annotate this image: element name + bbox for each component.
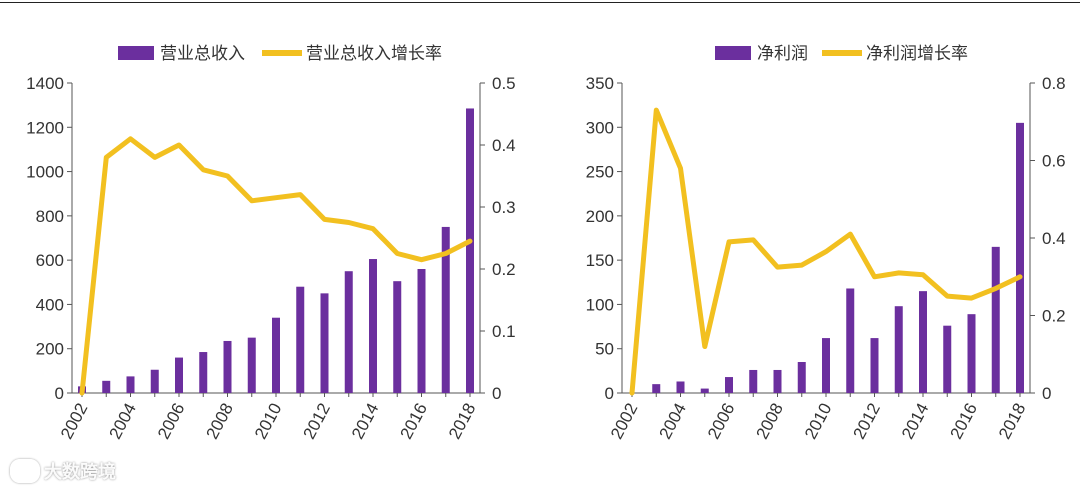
bar xyxy=(369,259,377,393)
bar xyxy=(870,338,879,393)
legend-label-line: 营业总收入增长率 xyxy=(306,44,442,64)
bar xyxy=(967,314,976,393)
y-left-tick-label: 200 xyxy=(586,207,614,226)
y-right-tick-label: 0.2 xyxy=(492,260,516,279)
bar xyxy=(223,340,232,393)
y-left-tick-label: 1200 xyxy=(26,118,64,137)
y-left-tick-label: 800 xyxy=(36,207,64,226)
legend-swatch-bar xyxy=(715,46,751,60)
bar xyxy=(919,291,927,393)
bar xyxy=(466,108,474,393)
bar xyxy=(676,381,685,393)
y-right-tick-label: 0.1 xyxy=(492,322,516,341)
y-right-tick-label: 0 xyxy=(1042,384,1051,403)
y-right-tick-label: 0.2 xyxy=(1042,307,1066,326)
bar xyxy=(846,288,855,393)
y-left-tick-label: 150 xyxy=(586,251,614,270)
bar xyxy=(320,293,329,393)
bar xyxy=(272,317,280,393)
x-tick-label: 2002 xyxy=(607,400,642,442)
legend-swatch-bar xyxy=(118,46,154,60)
bar xyxy=(393,281,402,393)
bar xyxy=(102,380,111,393)
bar xyxy=(344,271,353,393)
y-right-tick-label: 0 xyxy=(492,384,501,403)
bar xyxy=(175,357,183,393)
bar xyxy=(150,369,159,393)
y-left-tick-label: 100 xyxy=(586,295,614,314)
y-left-tick-label: 300 xyxy=(586,118,614,137)
bar xyxy=(797,362,806,393)
bar xyxy=(441,226,450,393)
legend-label-line: 净利润增长率 xyxy=(866,44,968,64)
legend-label-bar: 营业总收入 xyxy=(160,44,245,64)
x-tick-label: 2018 xyxy=(995,400,1030,442)
legend-label-bar: 净利润 xyxy=(757,44,808,64)
watermark-text: 大数跨境 xyxy=(44,462,116,483)
x-tick-label: 2012 xyxy=(849,400,884,442)
bar xyxy=(894,306,903,393)
bar xyxy=(247,337,256,393)
y-right-tick-label: 0.4 xyxy=(1042,229,1066,248)
bar xyxy=(773,369,782,393)
y-left-tick-label: 400 xyxy=(36,295,64,314)
bar xyxy=(991,246,1000,393)
bar xyxy=(126,376,135,393)
bar xyxy=(700,388,709,393)
y-left-tick-label: 200 xyxy=(36,340,64,359)
x-tick-label: 2016 xyxy=(946,400,981,442)
watermark-logo-icon xyxy=(10,459,40,483)
y-left-tick-label: 1000 xyxy=(26,163,64,182)
y-left-tick-label: 250 xyxy=(586,163,614,182)
x-tick-label: 2010 xyxy=(801,400,836,442)
x-tick-label: 2014 xyxy=(898,400,933,442)
bar xyxy=(296,286,305,393)
y-right-tick-label: 0.3 xyxy=(492,198,516,217)
y-left-tick-label: 600 xyxy=(36,251,64,270)
y-right-tick-label: 0.5 xyxy=(492,74,516,93)
x-tick-label: 2008 xyxy=(752,400,787,442)
bar xyxy=(943,325,952,393)
y-left-tick-label: 1400 xyxy=(26,74,64,93)
y-right-tick-label: 0.6 xyxy=(1042,152,1066,171)
y-left-tick-label: 0 xyxy=(55,384,64,403)
bar xyxy=(749,369,758,393)
x-tick-label: 2006 xyxy=(704,400,739,442)
y-left-tick-label: 50 xyxy=(595,340,614,359)
x-tick-label: 2004 xyxy=(655,400,690,442)
watermark: 大数跨境 xyxy=(10,458,116,484)
y-left-tick-label: 350 xyxy=(586,74,614,93)
bar xyxy=(417,269,426,393)
bar xyxy=(1016,122,1024,393)
bar xyxy=(652,384,661,393)
bar xyxy=(822,338,830,393)
y-right-tick-label: 0.4 xyxy=(492,136,516,155)
bar xyxy=(199,352,208,393)
top-divider xyxy=(0,2,1080,3)
y-left-tick-label: 0 xyxy=(605,384,614,403)
y-right-tick-label: 0.8 xyxy=(1042,74,1066,93)
bar xyxy=(725,377,733,393)
